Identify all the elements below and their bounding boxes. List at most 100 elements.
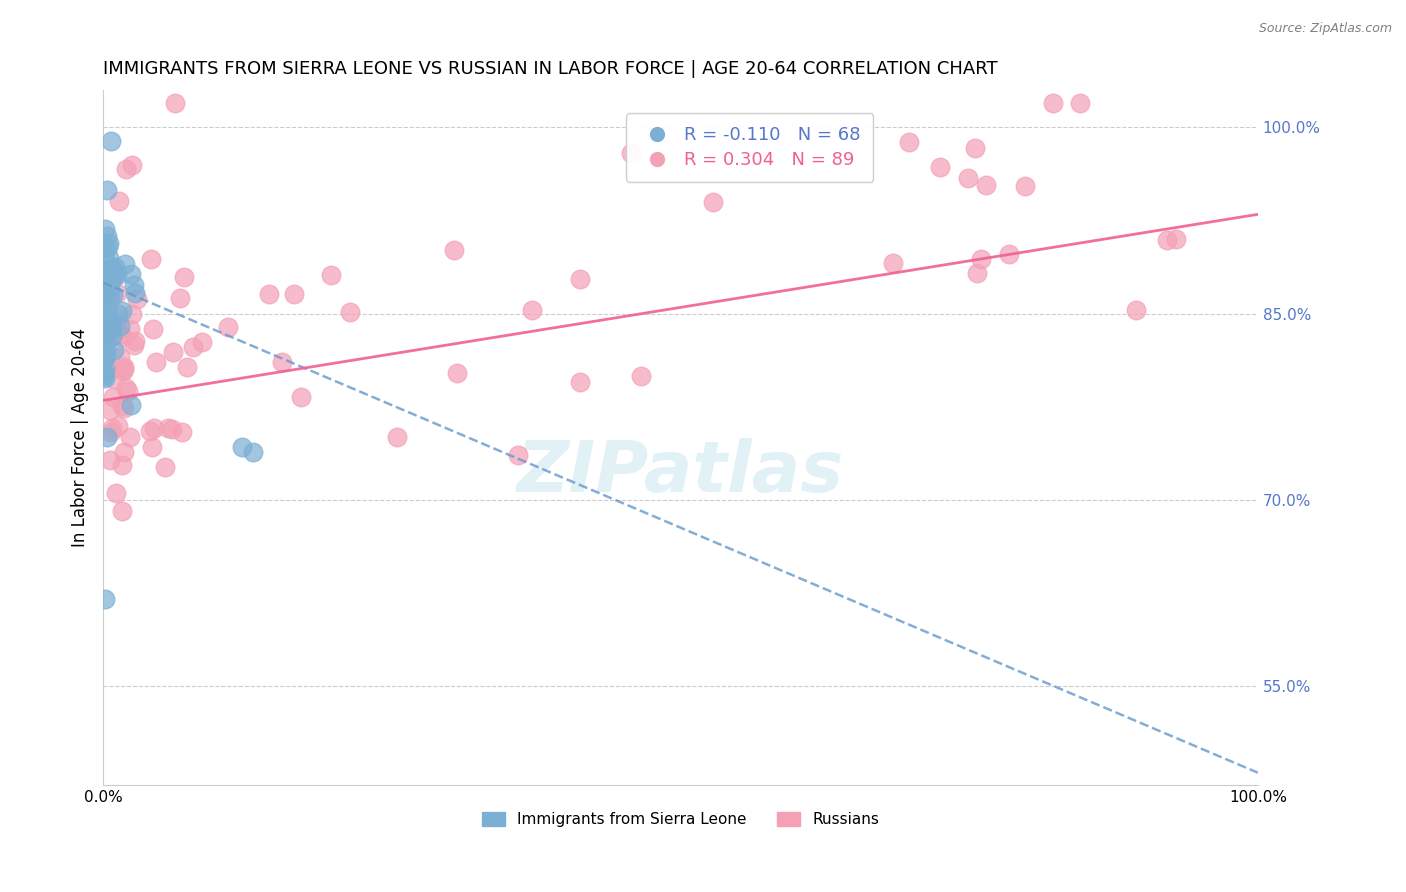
Text: ZIPatlas: ZIPatlas <box>517 438 844 507</box>
Immigrants from Sierra Leone <box>93 369 115 384</box>
Russians <box>183 340 205 354</box>
Russians <box>153 460 176 475</box>
Russians <box>118 322 141 336</box>
Russians <box>115 162 138 177</box>
Russians <box>319 268 342 282</box>
Russians <box>110 327 132 342</box>
Immigrants from Sierra Leone <box>97 262 120 277</box>
Russians <box>966 266 988 280</box>
Immigrants from Sierra Leone <box>93 270 115 285</box>
Russians <box>112 361 135 376</box>
Russians <box>506 448 529 462</box>
Immigrants from Sierra Leone <box>96 429 118 443</box>
Immigrants from Sierra Leone <box>94 241 117 255</box>
Immigrants from Sierra Leone <box>98 292 121 306</box>
Russians <box>1014 178 1036 193</box>
Russians <box>138 424 160 438</box>
Russians <box>111 399 134 413</box>
Russians <box>125 292 148 306</box>
Russians <box>108 350 131 364</box>
Immigrants from Sierra Leone <box>98 321 121 335</box>
Russians <box>111 458 134 472</box>
Immigrants from Sierra Leone <box>94 299 117 313</box>
Immigrants from Sierra Leone <box>103 260 125 275</box>
Immigrants from Sierra Leone <box>97 317 120 331</box>
Russians <box>191 335 214 350</box>
Russians <box>124 334 146 349</box>
Russians <box>170 425 193 439</box>
Russians <box>142 420 165 434</box>
Legend: Immigrants from Sierra Leone, Russians: Immigrants from Sierra Leone, Russians <box>475 805 886 833</box>
Immigrants from Sierra Leone <box>93 251 115 265</box>
Immigrants from Sierra Leone <box>96 280 118 294</box>
Russians <box>139 252 162 267</box>
Immigrants from Sierra Leone <box>93 351 115 366</box>
Immigrants from Sierra Leone <box>96 301 118 316</box>
Immigrants from Sierra Leone <box>93 362 115 376</box>
Immigrants from Sierra Leone <box>105 268 128 282</box>
Immigrants from Sierra Leone <box>94 284 117 298</box>
Russians <box>569 272 592 286</box>
Russians <box>94 321 117 335</box>
Russians <box>103 372 125 386</box>
Russians <box>117 384 139 398</box>
Russians <box>928 160 950 174</box>
Russians <box>107 285 129 300</box>
Immigrants from Sierra Leone <box>93 366 115 380</box>
Immigrants from Sierra Leone <box>104 267 127 281</box>
Russians <box>957 171 980 186</box>
Russians <box>568 376 591 390</box>
Russians <box>98 361 121 376</box>
Russians <box>702 194 724 209</box>
Russians <box>111 330 134 344</box>
Immigrants from Sierra Leone <box>97 251 120 265</box>
Russians <box>882 256 904 270</box>
Russians <box>93 330 115 344</box>
Immigrants from Sierra Leone <box>103 343 125 357</box>
Russians <box>974 178 997 192</box>
Russians <box>101 421 124 435</box>
Russians <box>283 287 305 301</box>
Russians <box>112 360 135 375</box>
Immigrants from Sierra Leone <box>94 222 117 236</box>
Immigrants from Sierra Leone <box>96 324 118 338</box>
Russians <box>94 290 117 304</box>
Russians <box>105 315 128 329</box>
Immigrants from Sierra Leone <box>100 322 122 336</box>
Russians <box>142 322 165 336</box>
Immigrants from Sierra Leone <box>108 319 131 334</box>
Russians <box>104 486 127 500</box>
Russians <box>630 369 652 384</box>
Russians <box>107 419 129 434</box>
Y-axis label: In Labor Force | Age 20-64: In Labor Force | Age 20-64 <box>72 328 89 547</box>
Immigrants from Sierra Leone <box>97 235 120 250</box>
Immigrants from Sierra Leone <box>98 284 121 298</box>
Immigrants from Sierra Leone <box>96 306 118 320</box>
Russians <box>897 135 920 149</box>
Russians <box>1156 233 1178 247</box>
Immigrants from Sierra Leone <box>93 281 115 295</box>
Russians <box>162 345 184 359</box>
Russians <box>121 158 143 172</box>
Russians <box>1069 95 1091 110</box>
Immigrants from Sierra Leone <box>97 240 120 254</box>
Immigrants from Sierra Leone <box>93 306 115 320</box>
Immigrants from Sierra Leone <box>111 304 134 318</box>
Immigrants from Sierra Leone <box>107 307 129 321</box>
Russians <box>145 355 167 369</box>
Immigrants from Sierra Leone <box>231 440 253 454</box>
Russians <box>385 430 408 444</box>
Russians <box>111 504 134 518</box>
Text: IMMIGRANTS FROM SIERRA LEONE VS RUSSIAN IN LABOR FORCE | AGE 20-64 CORRELATION C: IMMIGRANTS FROM SIERRA LEONE VS RUSSIAN … <box>103 60 998 78</box>
Russians <box>620 145 643 160</box>
Russians <box>997 247 1019 261</box>
Immigrants from Sierra Leone <box>120 398 142 412</box>
Russians <box>98 402 121 417</box>
Russians <box>970 252 993 267</box>
Russians <box>339 305 361 319</box>
Russians <box>98 452 121 467</box>
Immigrants from Sierra Leone <box>124 286 146 301</box>
Russians <box>124 338 146 352</box>
Russians <box>120 430 142 444</box>
Text: Source: ZipAtlas.com: Source: ZipAtlas.com <box>1258 22 1392 36</box>
